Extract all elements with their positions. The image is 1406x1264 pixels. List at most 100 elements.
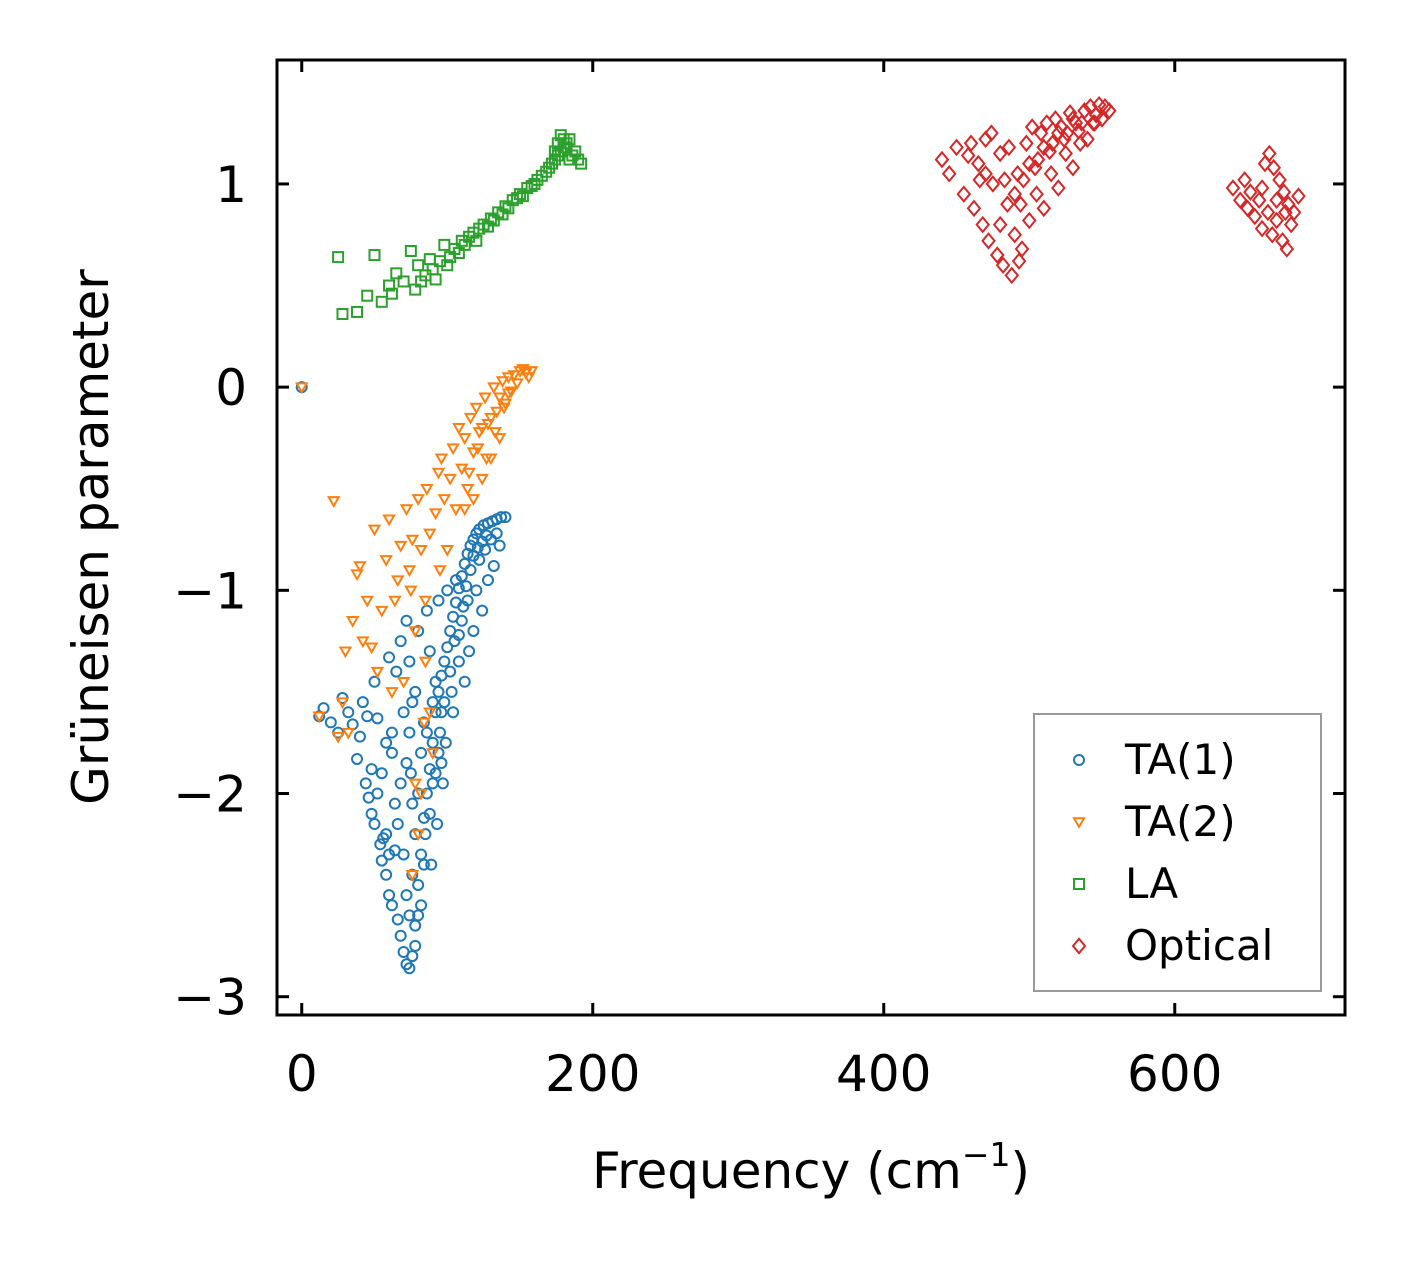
data-point <box>414 788 428 801</box>
data-point <box>469 402 484 415</box>
data-point <box>1004 266 1020 285</box>
data-point <box>488 427 502 439</box>
x-tick-label: 200 <box>545 1045 640 1103</box>
data-point <box>341 727 356 740</box>
data-point <box>497 402 511 415</box>
data-point <box>428 508 443 521</box>
data-point <box>382 514 396 527</box>
data-point <box>1240 199 1255 218</box>
data-point <box>1072 134 1088 153</box>
data-point <box>353 730 366 743</box>
data-point <box>431 818 444 830</box>
legend-marker <box>1073 754 1085 766</box>
legend-label-la: LA <box>1125 859 1178 908</box>
data-point <box>371 712 384 725</box>
data-point <box>432 746 445 759</box>
data-point <box>408 626 422 638</box>
data-point <box>501 372 516 384</box>
data-point <box>487 382 501 395</box>
data-point <box>383 651 396 664</box>
data-point <box>1291 187 1306 205</box>
legend-markers <box>1071 754 1087 955</box>
y-tick-label: −1 <box>173 562 247 620</box>
data-point <box>452 629 465 642</box>
data-point <box>960 146 976 165</box>
data-point <box>405 534 420 547</box>
data-point <box>1080 130 1095 149</box>
legend-marker <box>1073 878 1085 890</box>
data-point <box>467 624 480 637</box>
legend-label-ta1: TA(1) <box>1124 735 1236 784</box>
data-point <box>403 655 416 668</box>
data-point <box>489 406 504 419</box>
data-point <box>475 423 489 435</box>
legend-marker <box>1072 817 1086 830</box>
legend-frame <box>1033 713 1322 992</box>
data-point <box>408 778 422 791</box>
data-point <box>396 677 411 689</box>
data-point <box>487 559 500 572</box>
data-point <box>466 494 481 506</box>
data-point <box>1062 104 1078 122</box>
data-point <box>312 711 326 724</box>
data-point <box>481 574 494 587</box>
data-point <box>443 473 457 486</box>
data-point <box>364 642 379 655</box>
data-point <box>423 707 437 720</box>
data-point <box>470 584 483 597</box>
data-point <box>411 829 425 842</box>
data-point <box>403 726 416 739</box>
x-tick-label: 600 <box>1127 1045 1222 1103</box>
data-point <box>374 838 387 851</box>
data-point <box>338 646 353 659</box>
data-point <box>1094 110 1110 128</box>
data-point <box>949 138 964 157</box>
data-point <box>411 494 425 506</box>
y-tick-label: 0 <box>215 359 247 417</box>
data-point <box>1051 179 1066 197</box>
legend-label-ta2: TA(2) <box>1124 797 1236 846</box>
data-point <box>417 717 431 730</box>
data-point <box>548 145 561 158</box>
data-point <box>1262 144 1277 163</box>
data-point <box>989 246 1005 264</box>
x-tick-label: 400 <box>836 1045 931 1103</box>
data-point <box>390 665 403 678</box>
data-point <box>1007 225 1023 244</box>
data-point <box>1000 195 1015 214</box>
data-point <box>405 870 420 882</box>
data-point <box>1251 191 1267 209</box>
data-point <box>391 818 404 830</box>
data-point <box>425 748 440 760</box>
data-point <box>1101 102 1117 120</box>
data-point <box>437 494 452 506</box>
data-point <box>504 386 518 399</box>
series-la <box>332 129 588 320</box>
data-point <box>441 584 454 597</box>
data-point <box>420 604 433 617</box>
axis-ticks: 0 200 400 600 −3 −2 −1 0 1 <box>173 60 1345 1103</box>
data-point <box>446 443 460 456</box>
data-point <box>360 595 374 608</box>
x-tick-label: 0 <box>286 1045 318 1103</box>
data-point <box>418 595 433 608</box>
data-point <box>495 376 510 389</box>
data-point <box>394 929 407 942</box>
data-point <box>1269 211 1284 230</box>
data-point <box>375 605 389 618</box>
data-point <box>492 392 507 405</box>
data-point <box>368 818 381 830</box>
data-point <box>379 555 393 567</box>
data-point <box>327 496 341 508</box>
data-point <box>433 726 446 739</box>
data-point <box>1254 179 1270 197</box>
legend: TA(1) TA(2) LA Optical <box>1033 713 1322 992</box>
data-point <box>463 645 476 658</box>
data-point <box>981 232 996 250</box>
data-point <box>429 675 442 688</box>
data-point <box>524 366 539 378</box>
data-point <box>342 706 355 719</box>
data-point <box>1260 203 1276 222</box>
data-point <box>409 939 422 952</box>
data-point <box>1283 215 1299 234</box>
